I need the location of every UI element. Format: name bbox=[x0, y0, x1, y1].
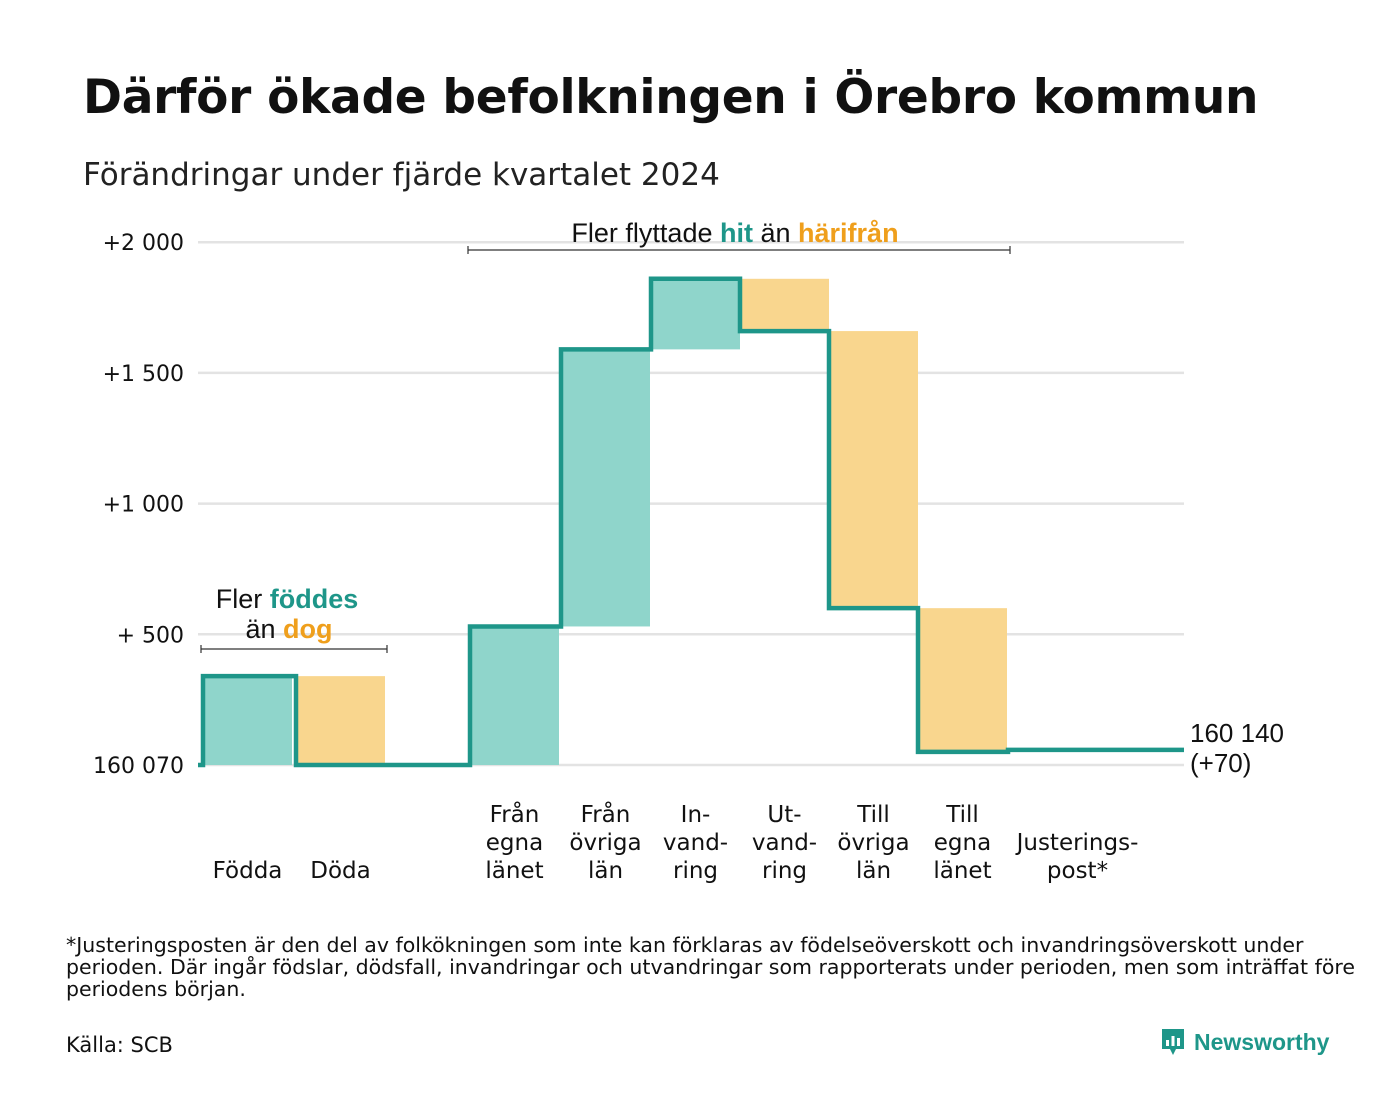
category-label: post* bbox=[1047, 858, 1108, 884]
y-tick-label: 160 070 bbox=[93, 754, 184, 779]
category-label: Födda bbox=[213, 858, 283, 884]
category-label: Till bbox=[856, 802, 890, 828]
newsworthy-logo-icon bbox=[1162, 1029, 1184, 1055]
category-label: ring bbox=[673, 858, 718, 884]
category-label: län bbox=[856, 858, 891, 884]
annotation-natural-line2: än dog bbox=[245, 614, 332, 644]
category-label: övriga bbox=[837, 830, 909, 856]
category-label: egna bbox=[934, 830, 991, 856]
category-label: övriga bbox=[569, 830, 641, 856]
category-label: Till bbox=[945, 802, 979, 828]
source-label: Källa: SCB bbox=[66, 1033, 173, 1057]
category-label: Från bbox=[490, 800, 540, 828]
waterfall-chart: 160 070 + 500 +1 000 +1 500 +2 000 Födda Döda F… bbox=[93, 218, 1284, 884]
page-subtitle: Förändringar under fjärde kvartalet 2024 bbox=[83, 157, 720, 193]
category-label: Justerings- bbox=[1015, 830, 1139, 856]
page-title: Därför ökade befolkningen i Örebro kommu… bbox=[83, 70, 1259, 125]
waterfall-step-line bbox=[198, 276, 1184, 768]
newsworthy-brand[interactable]: Newsworthy bbox=[1160, 1027, 1329, 1057]
bar-6 bbox=[740, 278, 829, 332]
bar-4 bbox=[561, 349, 650, 627]
footnote: *Justeringsposten är den del av folkökni… bbox=[66, 933, 1355, 1001]
y-tick-label: +1 000 bbox=[103, 493, 184, 518]
y-tick-label: +2 000 bbox=[103, 231, 184, 256]
y-tick-label: +1 500 bbox=[103, 362, 184, 387]
category-label: Ut- bbox=[767, 802, 801, 828]
brand-name: Newsworthy bbox=[1194, 1028, 1330, 1055]
bar-7 bbox=[829, 331, 918, 609]
category-label: vand- bbox=[752, 830, 817, 856]
annotation-migration: Fler flyttade hit än härifrån bbox=[571, 218, 898, 248]
y-tick-label: + 500 bbox=[117, 623, 184, 648]
category-label: länet bbox=[933, 858, 991, 884]
annotation-natural-line1: Fler föddes bbox=[216, 584, 359, 614]
end-value-label: (+70) bbox=[1190, 748, 1251, 778]
category-label: vand- bbox=[663, 830, 728, 856]
category-label: ring bbox=[762, 858, 807, 884]
category-label: In- bbox=[681, 802, 711, 828]
bar-2 bbox=[296, 676, 385, 765]
category-label: länet bbox=[485, 858, 543, 884]
bar-3 bbox=[470, 626, 559, 765]
category-label: län bbox=[588, 858, 623, 884]
bar-8 bbox=[918, 608, 1007, 752]
category-label: egna bbox=[486, 830, 543, 856]
category-label: Döda bbox=[310, 858, 370, 884]
end-value-label: 160 140 bbox=[1190, 718, 1284, 748]
category-label: Från bbox=[581, 800, 631, 828]
bar-1 bbox=[203, 676, 292, 765]
bar-5 bbox=[651, 278, 740, 350]
